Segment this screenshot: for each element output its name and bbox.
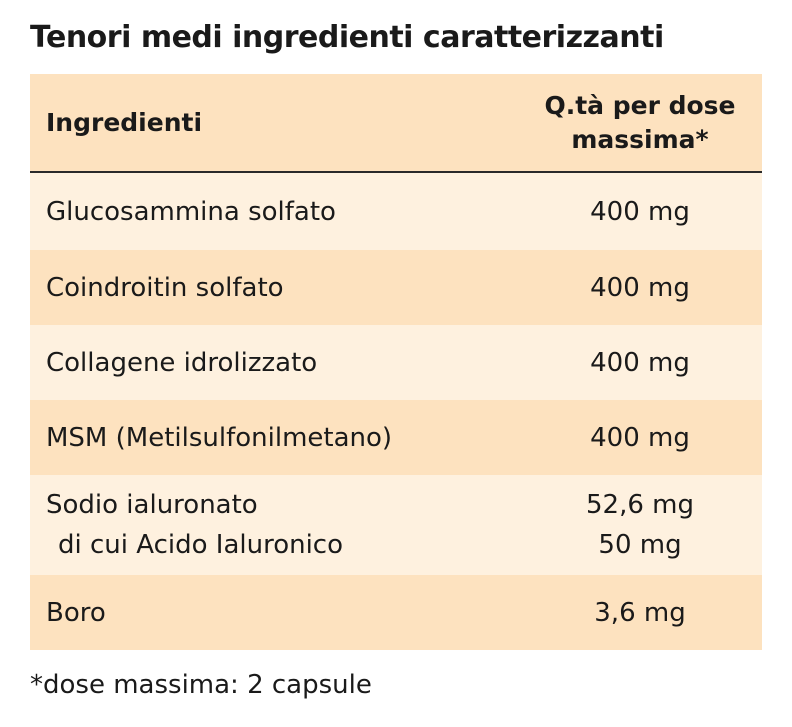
- table-row: Glucosammina solfato 400 mg: [30, 173, 762, 250]
- cell-line: Sodio ialuronato: [46, 490, 258, 520]
- cell: Sodio ialuronato di cui Acido Ialuronico: [30, 485, 518, 565]
- cell: 52,6 mg 50 mg: [518, 485, 762, 565]
- cell: 400 mg: [590, 347, 690, 378]
- table-row: Boro 3,6 mg: [30, 575, 762, 650]
- header-cell: Ingredienti: [46, 107, 203, 137]
- cell-line: 52,6 mg: [586, 490, 694, 520]
- cell: 400 mg: [590, 272, 690, 303]
- cell: 3,6 mg: [594, 597, 686, 628]
- cell: Boro: [46, 597, 106, 628]
- cell-line: di cui Acido Ialuronico: [58, 530, 344, 560]
- cell: Glucosammina solfato: [46, 196, 336, 227]
- cell: 400 mg: [590, 422, 690, 453]
- cell: MSM (Metilsulfonilmetano): [46, 422, 393, 453]
- title: Tenori medi ingredienti caratterizzanti: [30, 20, 664, 55]
- table-row: Collagene idrolizzato 400 mg: [30, 325, 762, 400]
- header-line: Q.tà per dose: [544, 90, 736, 120]
- cell: 400 mg: [590, 196, 690, 227]
- table-header: Ingredienti Q.tà per dose massima*: [30, 74, 762, 173]
- header-line: massima*: [571, 124, 709, 154]
- table-row: Coindroitin solfato 400 mg: [30, 250, 762, 325]
- header-cell: Q.tà per dose massima*: [518, 89, 762, 157]
- table: Ingredienti Q.tà per dose massima* Gluco…: [30, 74, 762, 650]
- footnote: *dose massima: 2 capsule: [30, 670, 372, 700]
- cell: Coindroitin solfato: [46, 272, 284, 303]
- table-row: MSM (Metilsulfonilmetano) 400 mg: [30, 400, 762, 475]
- cell-line: 50 mg: [598, 530, 682, 560]
- table-row: Sodio ialuronato di cui Acido Ialuronico…: [30, 475, 762, 575]
- cell: Collagene idrolizzato: [46, 347, 318, 378]
